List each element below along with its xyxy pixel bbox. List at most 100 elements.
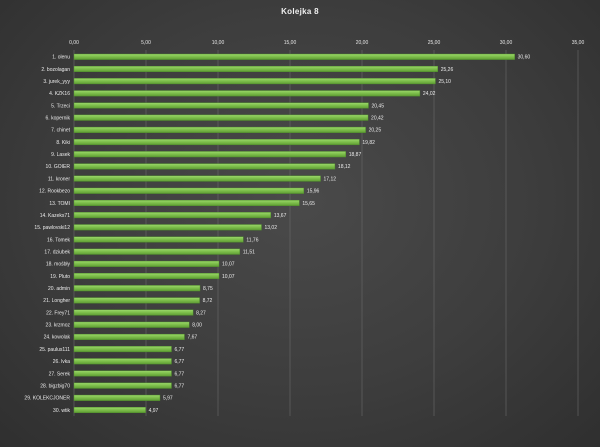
data-label: 10,07 bbox=[222, 262, 235, 268]
category-label: 9. Lasek bbox=[51, 152, 70, 158]
data-label: 30,60 bbox=[518, 55, 531, 61]
category-label: 30. wtik bbox=[53, 408, 70, 414]
bar bbox=[73, 151, 346, 158]
bar bbox=[73, 78, 436, 85]
x-tick-label: 5,00 bbox=[141, 40, 151, 46]
category-label: 23. krzmoz bbox=[46, 323, 71, 329]
bar bbox=[73, 382, 172, 389]
bar bbox=[73, 285, 201, 292]
data-label: 20,42 bbox=[371, 116, 384, 122]
bar bbox=[73, 333, 185, 340]
bar bbox=[73, 394, 161, 401]
bar bbox=[73, 260, 220, 267]
category-label: 25. paulus111 bbox=[39, 347, 70, 353]
grid-lines bbox=[73, 50, 579, 416]
data-label: 15,96 bbox=[307, 189, 320, 195]
bar bbox=[73, 346, 172, 353]
bar bbox=[73, 370, 172, 377]
bar bbox=[73, 53, 515, 60]
bar bbox=[73, 114, 369, 121]
data-label: 18,87 bbox=[349, 152, 362, 158]
data-label: 5,97 bbox=[163, 396, 173, 402]
category-label: 26. lvka bbox=[53, 359, 70, 365]
x-tick-label: 0,00 bbox=[69, 40, 79, 46]
bar bbox=[73, 139, 360, 146]
data-label: 19,82 bbox=[362, 140, 375, 146]
x-tick-label: 35,00 bbox=[572, 40, 585, 46]
data-label: 6,77 bbox=[174, 359, 184, 365]
category-labels: 1. olenu 2. bozolagan 3. jurek_yyy 4. KZK16… bbox=[24, 55, 70, 414]
bar bbox=[73, 309, 194, 316]
bar bbox=[73, 126, 366, 133]
data-label: 25,26 bbox=[441, 67, 454, 73]
data-label: 8,00 bbox=[192, 323, 202, 329]
category-label: 22. Frey71 bbox=[46, 310, 70, 316]
category-label: 4. KZK16 bbox=[49, 91, 70, 97]
x-tick-label: 20,00 bbox=[356, 40, 369, 46]
data-label: 15,65 bbox=[302, 201, 315, 207]
data-label: 20,25 bbox=[369, 128, 382, 134]
category-label: 16. Tomek bbox=[47, 237, 70, 243]
bar bbox=[73, 321, 190, 328]
data-label: 25,10 bbox=[438, 79, 451, 85]
data-label: 13,67 bbox=[274, 213, 287, 219]
category-label: 15. pawlovski12 bbox=[34, 225, 70, 231]
category-label: 29. KOLEKCJONER bbox=[24, 396, 70, 402]
x-tick-label: 25,00 bbox=[428, 40, 441, 46]
bar bbox=[73, 358, 172, 365]
category-label: 28. bigzbig70 bbox=[40, 383, 70, 389]
x-tick-label: 10,00 bbox=[212, 40, 225, 46]
bar bbox=[73, 163, 336, 170]
data-label: 13,02 bbox=[264, 225, 277, 231]
chart-title: Kolejka 8 bbox=[281, 7, 319, 16]
bar bbox=[73, 273, 220, 280]
bar bbox=[73, 65, 438, 72]
data-label: 11,76 bbox=[246, 237, 258, 243]
bar bbox=[73, 297, 200, 304]
data-label: 24,02 bbox=[423, 91, 436, 97]
bars bbox=[73, 53, 515, 414]
data-label: 20,45 bbox=[371, 103, 384, 109]
bar bbox=[73, 248, 240, 255]
bar bbox=[73, 199, 300, 206]
category-label: 17. dziubek bbox=[44, 249, 70, 255]
category-label: 27. Serek bbox=[49, 371, 71, 377]
category-label: 8. Kiki bbox=[56, 140, 70, 146]
category-label: 7. chinet bbox=[51, 128, 71, 134]
category-label: 24. kowolak bbox=[44, 335, 71, 341]
bar bbox=[73, 224, 262, 231]
data-label: 18,12 bbox=[338, 164, 351, 170]
bar bbox=[73, 407, 146, 414]
category-label: 3. jurek_yyy bbox=[43, 79, 70, 85]
category-label: 2. bozolagan bbox=[41, 67, 70, 73]
bar bbox=[73, 212, 272, 219]
bar bbox=[73, 187, 305, 194]
data-label: 4,97 bbox=[149, 408, 159, 414]
data-label: 8,75 bbox=[203, 286, 213, 292]
category-label: 11. kroner bbox=[48, 176, 70, 182]
data-label: 6,77 bbox=[174, 371, 184, 377]
bar bbox=[73, 102, 369, 109]
data-label: 17,12 bbox=[324, 176, 337, 182]
category-label: 21. Longher bbox=[43, 298, 70, 304]
x-axis-ticks: 0,00 5,00 10,00 15,00 20,00 25,00 30,00 35,00 bbox=[69, 40, 584, 46]
bar bbox=[73, 175, 321, 182]
category-label: 19. Pluto bbox=[50, 274, 70, 280]
data-label: 11,51 bbox=[243, 249, 255, 255]
category-label: 20. admin bbox=[48, 286, 70, 292]
category-label: 18. mośbły bbox=[46, 262, 71, 268]
category-label: 10. GOIER bbox=[46, 164, 71, 170]
category-label: 1. olenu bbox=[52, 55, 70, 61]
data-label: 10,07 bbox=[222, 274, 235, 280]
data-label: 6,77 bbox=[174, 347, 184, 353]
data-label: 7,67 bbox=[187, 335, 197, 341]
data-label: 6,77 bbox=[174, 383, 184, 389]
bar bbox=[73, 90, 421, 97]
x-tick-label: 30,00 bbox=[500, 40, 513, 46]
data-label: 8,27 bbox=[196, 310, 206, 316]
category-label: 14. Kazeks71 bbox=[40, 213, 71, 219]
bar bbox=[73, 236, 244, 243]
data-label: 8,72 bbox=[203, 298, 213, 304]
